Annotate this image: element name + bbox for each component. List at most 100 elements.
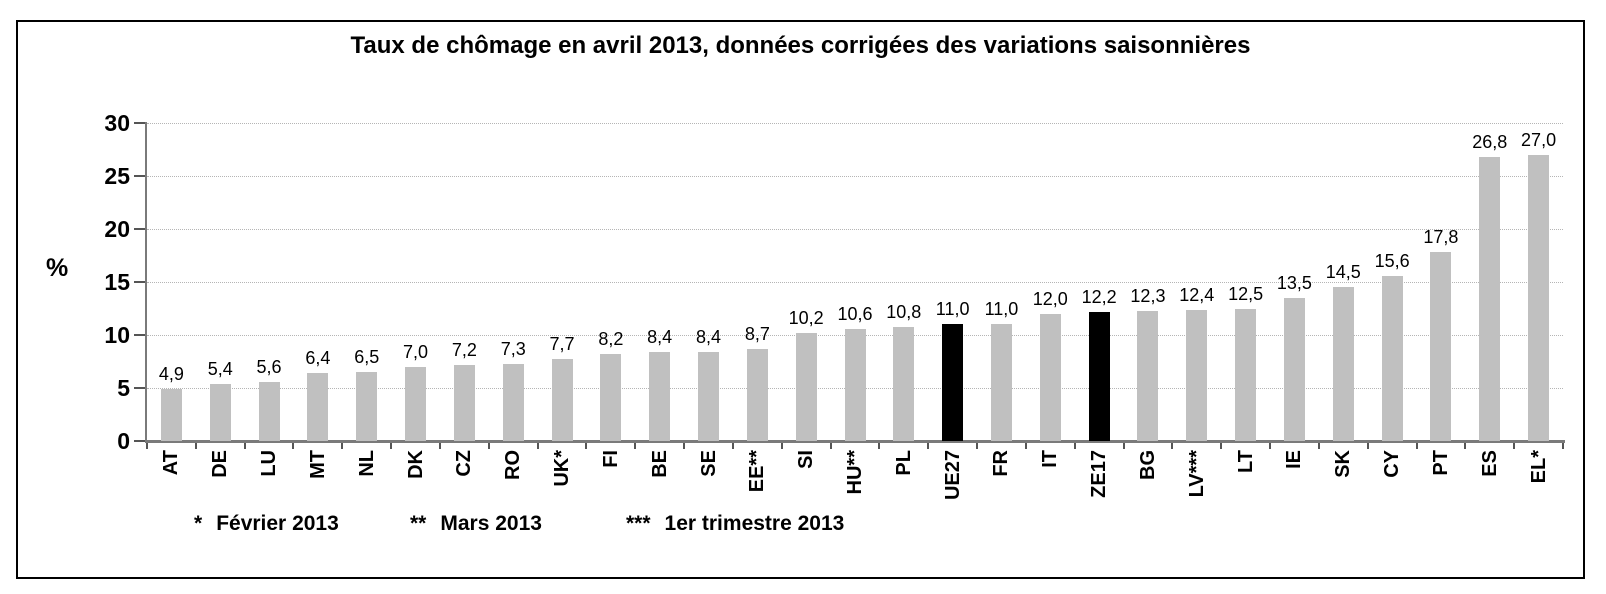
x-tick-label: PL	[892, 450, 915, 476]
x-tick-label: CY	[1381, 450, 1404, 478]
y-tick	[134, 175, 145, 177]
footnote-text: 1er trimestre 2013	[664, 512, 845, 535]
gridline	[147, 229, 1563, 230]
bar-lu	[258, 381, 280, 441]
x-tick	[146, 443, 148, 449]
y-tick	[134, 228, 145, 230]
bar-uk	[551, 359, 573, 441]
gridline	[147, 176, 1563, 177]
footnote-text: Février 2013	[216, 512, 339, 535]
x-tick	[878, 443, 881, 449]
x-tick-label: BG	[1136, 450, 1159, 480]
bar-cz	[453, 364, 475, 441]
bar-sk	[1332, 287, 1354, 441]
bar-hu	[844, 328, 866, 441]
y-tick	[134, 440, 145, 442]
bar-value-label: 27,0	[1521, 129, 1557, 150]
bar-fr	[990, 324, 1012, 441]
x-tick	[1464, 443, 1467, 449]
gridline	[147, 282, 1563, 283]
footnote-q1: *** 1er trimestre 2013	[626, 512, 844, 536]
bar-value-label: 17,8	[1423, 227, 1459, 248]
bar-value-label: 12,3	[1130, 285, 1166, 306]
bar-value-label: 15,6	[1374, 250, 1410, 271]
bar-value-label: 26,8	[1472, 131, 1508, 152]
x-tick	[1073, 443, 1076, 449]
x-tick	[585, 443, 588, 449]
bar-cy	[1381, 275, 1403, 441]
x-tick	[780, 443, 783, 449]
x-tick-label: NL	[355, 450, 378, 477]
x-tick	[1562, 443, 1564, 449]
bar-value-label: 8,4	[696, 326, 722, 347]
bar-value-label: 7,0	[403, 341, 429, 362]
y-tick	[134, 334, 145, 336]
y-tick-label: 5	[117, 375, 130, 401]
bar-lv	[1186, 309, 1208, 441]
footnote-march: ** Mars 2013	[410, 512, 542, 536]
bar-value-label: 11,0	[935, 299, 970, 320]
chart-frame	[16, 20, 1585, 579]
x-tick-label: UE27	[941, 450, 964, 501]
footnote-february: * Février 2013	[194, 512, 339, 536]
y-tick-label: 25	[104, 163, 130, 189]
x-tick	[1171, 443, 1174, 449]
y-tick-label: 30	[104, 110, 130, 136]
x-tick-label: AT	[160, 450, 183, 476]
bar-value-label: 12,5	[1228, 283, 1264, 304]
bar-value-label: 7,7	[549, 334, 575, 355]
bar-value-label: 14,5	[1325, 262, 1361, 283]
x-tick-label: LT	[1234, 450, 1257, 473]
x-tick-label: SK	[1332, 450, 1355, 478]
x-tick	[731, 443, 734, 449]
y-tick-label: 20	[104, 216, 130, 242]
x-tick	[927, 443, 930, 449]
bar-value-label: 12,4	[1179, 284, 1215, 305]
x-axis-line	[145, 440, 1565, 443]
x-tick	[634, 443, 637, 449]
x-tick	[683, 443, 686, 449]
x-tick-label: IT	[1039, 450, 1062, 468]
footnote-text: Mars 2013	[440, 512, 542, 535]
x-tick	[1269, 443, 1272, 449]
x-tick	[536, 443, 539, 449]
bar-es	[1479, 156, 1501, 441]
bar-value-label: 5,4	[207, 358, 233, 379]
x-tick	[1024, 443, 1027, 449]
bar-se	[698, 351, 720, 441]
bar-be	[649, 351, 671, 441]
x-tick	[487, 443, 490, 449]
x-tick	[1415, 443, 1418, 449]
gridline	[147, 123, 1563, 124]
bar-value-label: 8,7	[744, 323, 770, 344]
x-tick	[976, 443, 979, 449]
bar-ze17	[1088, 311, 1110, 441]
bar-ro	[502, 363, 524, 441]
bar-el	[1528, 154, 1550, 441]
bar-value-label: 7,3	[500, 338, 526, 359]
y-tick-label: 0	[117, 428, 130, 454]
bar-value-label: 7,2	[451, 339, 477, 360]
bar-value-label: 10,2	[788, 307, 824, 328]
x-tick-label: HU**	[844, 450, 866, 495]
y-tick	[134, 281, 145, 283]
bar-mt	[307, 373, 329, 441]
y-tick-label: 10	[104, 322, 130, 348]
bar-nl	[356, 372, 378, 441]
bar-dk	[405, 366, 427, 441]
x-tick-label: IE	[1283, 450, 1306, 469]
x-tick-label: PT	[1429, 450, 1452, 476]
bar-value-label: 4,9	[158, 364, 184, 385]
chart-title: Taux de chômage en avril 2013, données c…	[350, 32, 1251, 59]
bar-pl	[893, 326, 915, 441]
x-tick-label: LV***	[1185, 450, 1208, 498]
x-tick	[1122, 443, 1125, 449]
x-tick	[390, 443, 393, 449]
bar-ee	[746, 348, 768, 441]
footnote-marker: **	[410, 512, 427, 535]
bar-value-label: 13,5	[1276, 272, 1312, 293]
x-tick-label: FR	[990, 450, 1013, 477]
y-axis-unit-label: %	[46, 254, 69, 282]
bar-value-label: 12,2	[1081, 286, 1117, 307]
